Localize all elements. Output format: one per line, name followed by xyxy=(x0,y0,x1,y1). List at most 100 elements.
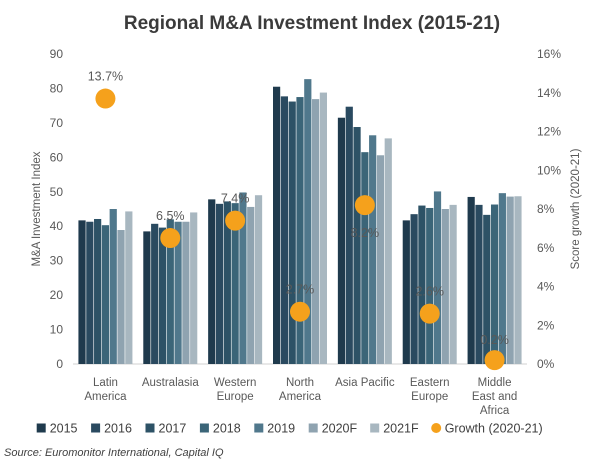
y-tick-label: 60 xyxy=(50,150,64,164)
legend-label: 2016 xyxy=(104,422,132,436)
bar xyxy=(514,196,522,364)
primary-y-axis-title: M&A Investment Index xyxy=(31,151,43,266)
bar xyxy=(498,193,506,364)
growth-data-label: 7.4% xyxy=(221,192,250,206)
legend-item: 2015 xyxy=(36,422,78,436)
bar xyxy=(109,209,117,364)
category-label: America xyxy=(84,391,127,403)
growth-data-label: 13.7% xyxy=(88,70,123,84)
secondary-y-axis-title: Score growth (2020-21) xyxy=(570,148,582,269)
bar xyxy=(490,204,499,364)
category-label: Australasia xyxy=(142,377,199,389)
y-tick-label: 80 xyxy=(50,81,64,95)
y2-tick-label: 12% xyxy=(537,125,561,139)
legend-swatch xyxy=(370,423,380,433)
legend-item: 2020F xyxy=(308,422,358,436)
legend-item: 2021F xyxy=(370,422,419,436)
legend-label: 2019 xyxy=(267,422,295,436)
y2-tick-label: 16% xyxy=(537,47,561,61)
y-tick-label: 70 xyxy=(50,116,64,130)
legend-label: 2020F xyxy=(322,422,358,436)
category-label: Middle xyxy=(478,377,512,389)
growth-point xyxy=(354,195,375,216)
bar xyxy=(376,155,385,364)
y2-tick-label: 4% xyxy=(537,280,555,294)
legend-item: 2016 xyxy=(91,422,132,436)
legend: 2015 2016 2017 2018 2019 2020F 2021F Growth (20… xyxy=(36,422,543,436)
legend-label: 2018 xyxy=(213,422,241,436)
bar xyxy=(441,209,449,364)
bar xyxy=(239,192,247,364)
category-label: Asia Pacific xyxy=(335,377,395,389)
bar xyxy=(418,205,426,364)
chart-title: Regional M&A Investment Index (2015-21) xyxy=(124,13,500,34)
legend-swatch xyxy=(91,423,101,433)
category-label: Europe xyxy=(411,391,448,403)
legend-marker xyxy=(431,423,442,433)
series-2015 xyxy=(78,86,475,364)
growth-point xyxy=(160,228,181,249)
bar-series-group xyxy=(78,79,522,365)
y2-tick-label: 2% xyxy=(537,318,555,332)
bar xyxy=(86,221,94,364)
legend-swatch xyxy=(308,423,318,433)
bar xyxy=(361,152,369,364)
bar xyxy=(312,99,320,365)
y2-tick-label: 0% xyxy=(537,357,555,371)
bar xyxy=(125,211,133,364)
growth-data-label: 2.7% xyxy=(286,283,315,297)
bar xyxy=(247,206,255,364)
y-tick-label: 20 xyxy=(50,288,64,302)
legend-swatch xyxy=(199,423,209,433)
bar xyxy=(182,221,190,364)
bar xyxy=(223,201,231,364)
category-label: Eastern xyxy=(410,377,450,389)
series-2021F xyxy=(125,92,522,364)
growth-point xyxy=(419,303,440,324)
growth-point xyxy=(225,210,246,231)
category-label: Europe xyxy=(217,391,254,403)
bar xyxy=(483,214,491,364)
bar xyxy=(475,204,483,364)
bar xyxy=(467,196,475,364)
growth-series-group: 13.7% 6.5% 7.4% 2.7% 8.2% 2.6% 0.2% xyxy=(88,70,509,371)
bar xyxy=(319,92,327,364)
category-label: Latin xyxy=(93,377,118,389)
series-2020F xyxy=(117,99,514,365)
bar xyxy=(280,96,288,365)
category-labels: Latin America Australasia Western Europe Nort… xyxy=(84,377,517,417)
bar xyxy=(231,203,239,364)
y-tick-label: 40 xyxy=(50,219,64,233)
category-label: North xyxy=(286,377,314,389)
category-label: Western xyxy=(214,377,257,389)
bar xyxy=(410,214,418,364)
bar xyxy=(174,221,182,364)
legend-swatch xyxy=(145,423,155,433)
growth-data-label: 2.6% xyxy=(415,285,444,299)
legend-item: 2018 xyxy=(199,422,241,436)
bar xyxy=(273,86,281,364)
legend-swatch xyxy=(36,423,46,433)
legend-label: Growth (2020-21) xyxy=(445,422,543,436)
growth-point xyxy=(290,301,310,322)
y-tick-label: 0 xyxy=(56,357,63,371)
bar xyxy=(101,225,110,364)
y-tick-label: 50 xyxy=(50,185,64,199)
bar xyxy=(345,106,353,364)
bar xyxy=(353,127,361,365)
bar xyxy=(166,219,174,364)
bar xyxy=(369,135,377,364)
primary-y-axis: 0 10 20 30 40 50 60 70 80 90 xyxy=(50,47,64,371)
y2-tick-label: 8% xyxy=(537,202,555,216)
y-tick-label: 10 xyxy=(50,323,64,337)
y-tick-label: 90 xyxy=(50,47,64,61)
bar xyxy=(337,117,346,364)
series-2019 xyxy=(109,79,506,364)
series-2017 xyxy=(94,101,491,365)
source-note: Source: Euromonitor International, Capit… xyxy=(4,447,224,459)
legend-item: 2019 xyxy=(254,422,295,436)
series-2016 xyxy=(86,96,483,365)
growth-point xyxy=(95,88,116,109)
legend-label: 2021F xyxy=(383,422,419,436)
